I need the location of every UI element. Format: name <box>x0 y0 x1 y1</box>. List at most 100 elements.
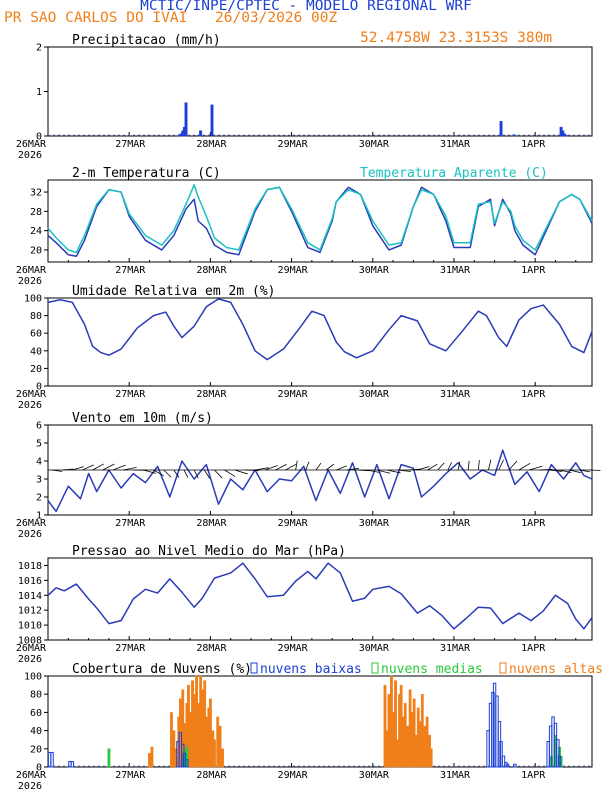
x-tick-label: 31MAR <box>440 518 471 529</box>
panel-3: Vento em 10m (m/s) 1 2 3 4 5 6 26MAR 27MAR 28MAR 2… <box>16 411 601 540</box>
wind-arrow <box>153 469 164 477</box>
panel-title: Pressao ao Nivel Medio do Mar (hPa) <box>72 544 346 559</box>
wind-arrow <box>366 469 381 473</box>
x-tick-label: 26MAR <box>16 139 47 150</box>
bar-nuvens-baixas <box>557 755 562 768</box>
legend-item: nuvens altas <box>509 662 603 677</box>
bar-nuvens-altas <box>216 716 220 768</box>
bar-nuvens-altas <box>425 716 429 768</box>
wind-arrow <box>92 463 104 471</box>
x-tick-label: 28MAR <box>196 139 227 150</box>
panel-frame <box>47 557 593 641</box>
bar-nuvens-medias <box>107 748 111 768</box>
bar-nuvens-altas <box>172 730 176 768</box>
panel-frame <box>47 297 593 387</box>
bar-nuvens-altas <box>204 716 208 768</box>
series-line-ur <box>47 298 593 361</box>
bar-precip <box>499 121 503 137</box>
y-tick-label: 1 <box>36 511 42 522</box>
x-tick-label: 28MAR <box>196 643 227 654</box>
wind-arrow <box>488 459 492 471</box>
x-tick-label: 28MAR <box>196 389 227 400</box>
wind-arrow <box>427 463 438 471</box>
wind-arrow <box>539 468 553 471</box>
y-tick-label: 1 <box>36 87 42 98</box>
y-tick-label: 1018 <box>18 561 42 572</box>
bar-nuvens-altas <box>383 684 387 768</box>
x-tick-label: 1APR <box>521 518 546 529</box>
x-tick-label: 29MAR <box>278 518 309 529</box>
bar-nuvens-altas <box>150 746 154 768</box>
bar-nuvens-altas <box>410 712 414 768</box>
x-tick-label: 29MAR <box>278 770 309 781</box>
bar-nuvens-altas <box>221 748 224 768</box>
location-label: PR SAO CARLOS DO IVAI <box>4 10 188 26</box>
wind-arrow <box>518 462 531 471</box>
wind-arrow <box>386 469 401 474</box>
bar-nuvens-altas <box>406 725 410 768</box>
wind-arrow <box>203 469 211 479</box>
wind-arrow <box>376 469 391 474</box>
bar-nuvens-baixas <box>501 755 506 768</box>
bar-nuvens-baixas <box>513 763 517 768</box>
x-tick-label: 30MAR <box>359 770 390 781</box>
bar-nuvens-altas <box>394 680 397 768</box>
wind-arrow <box>397 469 411 472</box>
panel-title: Umidade Relativa em 2m (%) <box>72 284 276 299</box>
bar-precip <box>199 130 203 137</box>
bar-nuvens-altas <box>429 748 433 768</box>
coords-label: 52.4758W 23.3153S 380m <box>360 30 553 46</box>
y-tick-label: 1016 <box>18 576 42 587</box>
wind-arrow <box>123 466 137 471</box>
y-tick-label: 1014 <box>18 591 42 602</box>
wind-arrow <box>62 468 74 471</box>
x-tick-label: 29MAR <box>278 265 309 276</box>
wind-arrow <box>356 469 370 472</box>
x-year-label: 2026 <box>18 781 42 792</box>
y-tick-label: 1012 <box>18 606 42 617</box>
bar-precip <box>561 130 565 137</box>
wind-arrow <box>549 469 563 472</box>
wind-arrow <box>417 466 430 471</box>
x-tick-label: 27MAR <box>115 770 146 781</box>
wind-arrow <box>559 469 572 473</box>
wind-arrow <box>467 460 470 471</box>
series-line-temperatura-aparente <box>47 184 593 254</box>
bar-nuvens-altas <box>420 694 424 768</box>
bar-nuvens-altas <box>423 725 427 768</box>
wind-arrow <box>305 461 310 471</box>
wind-arrow <box>325 463 335 471</box>
y-tick-label: 80 <box>30 690 42 701</box>
y-tick-label: 3 <box>36 475 42 486</box>
x-tick-label: 1APR <box>521 643 546 654</box>
x-tick-label: 27MAR <box>115 265 146 276</box>
y-tick-label: 80 <box>30 311 42 322</box>
panel-title: Cobertura de Nuvens (%) <box>72 662 252 677</box>
x-tick-label: 31MAR <box>440 389 471 400</box>
x-tick-label: 30MAR <box>359 643 390 654</box>
wind-arrow <box>336 465 347 471</box>
x-tick-label: 26MAR <box>16 770 47 781</box>
panel-0: Precipitacao (mm/h) 0 1 2 26MAR 27MAR 28MAR 29M… <box>16 33 593 161</box>
x-year-label: 2026 <box>18 654 42 665</box>
header: MCTIC/INPE/CPTEC - MODELO REGIONAL WRF P… <box>0 0 612 46</box>
x-tick-label: 27MAR <box>115 389 146 400</box>
bar-nuvens-baixas <box>505 763 510 768</box>
x-tick-label: 1APR <box>521 389 546 400</box>
y-tick-label: 60 <box>30 329 42 340</box>
x-tick-label: 31MAR <box>440 770 471 781</box>
bar-nuvens-altas <box>395 739 399 768</box>
bar-precip <box>184 102 188 137</box>
y-tick-label: 24 <box>30 226 42 237</box>
wind-arrow <box>437 462 445 471</box>
wind-arrow <box>447 462 452 471</box>
panel-4: Pressao ao Nivel Medio do Mar (hPa) 1008 1… <box>16 544 593 665</box>
wind-arrow <box>508 460 518 471</box>
series-line-pressao <box>47 562 593 630</box>
y-tick-label: 100 <box>24 294 42 305</box>
wind-arrow <box>183 469 189 478</box>
x-tick-label: 27MAR <box>115 518 146 529</box>
panel-title: 2-m Temperatura (C) <box>72 166 221 181</box>
series-line-temperatura <box>47 186 593 257</box>
